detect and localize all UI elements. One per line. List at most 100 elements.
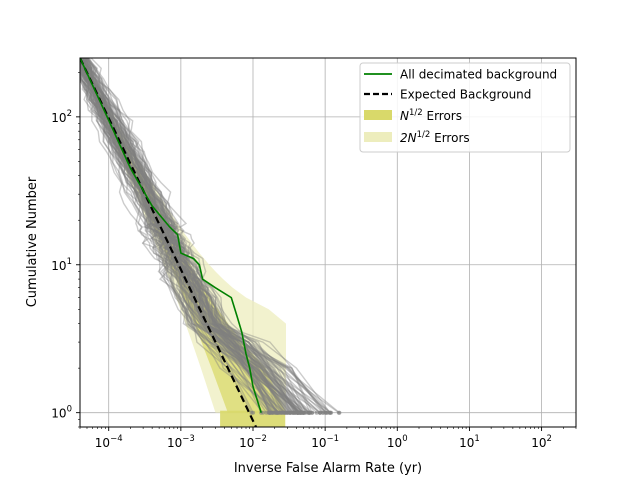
legend-n-tail: Errors [423, 109, 462, 123]
realization-line [80, 76, 286, 414]
realization-line [80, 58, 275, 414]
realization-line [84, 58, 294, 414]
realization-line [80, 68, 253, 414]
x-tick-base: 10 [239, 436, 254, 450]
legend-n-main: N [400, 109, 409, 123]
legend-n-sup: 1/2 [409, 108, 423, 118]
realization-line [80, 58, 282, 414]
realization-line [80, 58, 313, 414]
realization-line [84, 58, 340, 414]
legend-2n-main: 2N [400, 131, 417, 145]
x-tick-label: 102 [531, 434, 552, 450]
x-tick-exp: 0 [402, 434, 407, 444]
x-tick-label: 10−1 [311, 434, 339, 450]
main-curves [80, 58, 262, 427]
x-axis-label: Inverse False Alarm Rate (yr) [234, 461, 422, 476]
realization-line [80, 62, 284, 414]
realization-line [80, 61, 290, 414]
realization-line [80, 63, 311, 414]
legend-label-2n-errors: 2N1/2 Errors [400, 130, 470, 145]
x-tick-exp: −3 [182, 434, 195, 444]
x-tick-exp: −2 [254, 434, 267, 444]
realization-line [80, 61, 321, 414]
realization-line [80, 58, 278, 414]
realization-line [80, 58, 278, 414]
legend-label-n-errors: N1/2 Errors [400, 108, 462, 123]
realization-line [80, 58, 309, 414]
y-tick-base: 10 [51, 111, 66, 125]
x-tick-base: 10 [459, 436, 474, 450]
realization-line [83, 58, 270, 413]
realization-endpoint [327, 410, 332, 415]
realization-line [80, 62, 301, 414]
y-tick-exp: 2 [67, 109, 72, 119]
realization-line [83, 58, 288, 414]
realization-line [81, 58, 311, 414]
realization-line [80, 78, 278, 414]
realization-line [84, 58, 299, 414]
realization-line [84, 58, 307, 414]
realization-line [82, 58, 290, 414]
x-tick-exp: 1 [474, 434, 479, 444]
realization-line [80, 58, 302, 414]
y-tick-exp: 0 [67, 405, 72, 415]
y-axis-label: Cumulative Number [25, 176, 40, 307]
realization-line [81, 58, 288, 414]
legend-2n-tail: Errors [430, 131, 469, 145]
realization-endpoint [261, 410, 265, 415]
realization-line [85, 58, 299, 414]
realization-line [80, 58, 277, 414]
realization-line [80, 71, 295, 414]
legend-2n-sup: 1/2 [417, 130, 431, 140]
realization-line [82, 58, 304, 414]
x-tick-label: 10−4 [95, 434, 123, 450]
realization-line [80, 71, 286, 414]
realization-endpoint [294, 410, 299, 415]
realization-endpoint [283, 410, 288, 415]
realization-line [80, 58, 303, 414]
realization-line [83, 58, 294, 414]
realization-line [80, 59, 267, 414]
legend-swatch-2n-errors [364, 132, 392, 142]
expected-background-line [80, 58, 257, 427]
x-tick-base: 10 [167, 436, 182, 450]
realization-line [80, 58, 270, 414]
realization-line [87, 58, 274, 414]
y-tick-exp: 1 [67, 257, 72, 267]
realization-line [80, 58, 281, 414]
realization-line [84, 58, 304, 414]
y-tick-label: 100 [51, 405, 72, 421]
realization-line [86, 58, 328, 414]
x-tick-base: 10 [311, 436, 326, 450]
realization-endpoint [288, 410, 293, 415]
realization-line [84, 58, 273, 414]
realization-line [80, 58, 301, 414]
realization-line [80, 58, 321, 414]
realization-line [80, 76, 285, 414]
x-tick-label: 101 [459, 434, 480, 450]
realization-line [80, 61, 292, 413]
x-tick-label: 10−3 [167, 434, 195, 450]
realization-line [82, 58, 340, 414]
x-tick-exp: 2 [547, 434, 552, 444]
axes-frame [79, 57, 577, 428]
realization-endpoint [336, 410, 341, 415]
legend-label-decimated: All decimated background [400, 68, 557, 82]
realization-line [80, 64, 296, 414]
x-tick-base: 10 [387, 436, 402, 450]
realization-line [85, 58, 271, 414]
x-tick-exp: −1 [327, 434, 340, 444]
x-tick-base: 10 [95, 436, 110, 450]
error-band-n [80, 63, 286, 413]
x-tick-label: 100 [387, 434, 408, 450]
x-tick-label: 10−2 [239, 434, 267, 450]
y-tick-base: 10 [51, 407, 66, 421]
realization-line [80, 58, 305, 414]
realization-line [80, 63, 294, 414]
error-band-2n [80, 63, 286, 413]
realization-line [85, 58, 331, 414]
realization-line [80, 58, 313, 413]
realization-line [80, 64, 297, 414]
